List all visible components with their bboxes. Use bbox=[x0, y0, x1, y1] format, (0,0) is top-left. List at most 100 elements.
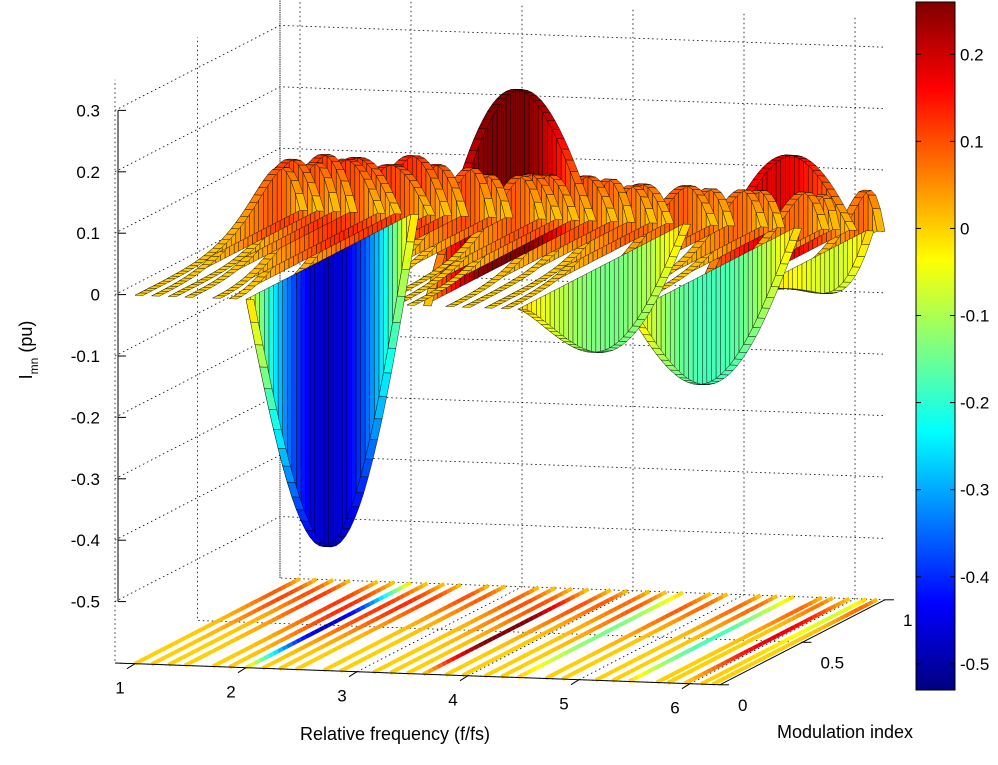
floor-contour-segment bbox=[561, 589, 569, 596]
floor-contour-segment bbox=[492, 667, 500, 674]
floor-contour-segment bbox=[599, 646, 607, 652]
floor-contour-segment bbox=[364, 602, 371, 609]
floor-contour-segment bbox=[473, 616, 480, 623]
floor-contour-segment bbox=[642, 599, 649, 606]
floor-contour-segment bbox=[534, 603, 541, 610]
floor-contour-segment bbox=[417, 583, 424, 590]
floor-contour-segment bbox=[657, 653, 664, 660]
floor-contour-segment bbox=[335, 626, 342, 633]
floor-contour-segment bbox=[330, 585, 338, 592]
floor-contour-segment bbox=[611, 649, 619, 655]
surface-cap bbox=[521, 270, 536, 275]
floor-contour-segment bbox=[521, 671, 529, 677]
floor-contour-segment bbox=[476, 654, 484, 661]
floor-contour-segment bbox=[514, 622, 521, 629]
floor-contour-segment bbox=[499, 612, 506, 619]
floor-contour-segment bbox=[709, 617, 716, 624]
floor-contour-segment bbox=[280, 611, 287, 618]
floor-contour-segment bbox=[650, 620, 657, 626]
floor-contour-segment bbox=[652, 655, 660, 662]
floor-contour-segment bbox=[514, 665, 521, 672]
floor-projection bbox=[134, 576, 879, 687]
surface-cap bbox=[671, 276, 685, 281]
floor-contour-segment bbox=[298, 617, 306, 624]
floor-contour-segment bbox=[467, 628, 474, 635]
floor-contour-segment bbox=[721, 620, 728, 627]
floor-contour-segment bbox=[383, 610, 391, 617]
floor-contour-segment bbox=[808, 605, 816, 612]
floor-contour-segment bbox=[527, 628, 534, 635]
floor-contour-segment bbox=[793, 622, 800, 629]
floor-contour-segment bbox=[196, 636, 203, 643]
floor-contour-segment bbox=[288, 589, 295, 596]
surface-segment bbox=[592, 179, 598, 232]
floor-contour-segment bbox=[266, 661, 273, 668]
floor-contour-segment bbox=[706, 652, 713, 659]
floor-contour-segment bbox=[821, 608, 828, 615]
floor-contour-segment bbox=[326, 588, 333, 595]
floor-contour-segment bbox=[536, 593, 543, 600]
colorbar-tick-label: 0.1 bbox=[960, 132, 984, 151]
floor-contour-segment bbox=[304, 589, 312, 596]
floor-contour-segment bbox=[729, 640, 736, 647]
z-label-unit: (pu) bbox=[16, 321, 36, 358]
floor-contour-segment bbox=[483, 583, 490, 590]
surface-cap bbox=[414, 279, 428, 283]
floor-contour-segment bbox=[761, 639, 768, 646]
floor-contour-segment bbox=[504, 670, 512, 677]
surface-segment bbox=[465, 167, 471, 230]
floor-contour-segment bbox=[312, 638, 319, 645]
floor-contour-segment bbox=[766, 636, 773, 643]
surface-cap bbox=[502, 295, 516, 299]
floor-contour-segment bbox=[619, 611, 626, 618]
floor-contour-segment bbox=[531, 595, 538, 602]
floor-contour-segment bbox=[487, 609, 494, 616]
colorbar-ticks: 0.2 0.1 0 -0.1 -0.2 -0.3 -0.4 -0.5 bbox=[916, 45, 989, 674]
floor-contour-segment bbox=[779, 614, 786, 621]
floor-contour-segment bbox=[193, 656, 200, 663]
floor-contour-segment bbox=[419, 662, 427, 669]
floor-contour-segment bbox=[855, 599, 863, 606]
floor-contour-segment bbox=[230, 652, 237, 659]
surface-segment bbox=[470, 167, 476, 227]
z-axis-label: Imn (pu) bbox=[16, 321, 41, 380]
floor-contour-segment bbox=[670, 646, 678, 653]
floor-contour-segment bbox=[598, 613, 605, 620]
floor-contour-segment bbox=[437, 592, 444, 599]
floor-contour-segment bbox=[384, 582, 391, 589]
floor-contour-segment bbox=[523, 660, 530, 667]
floor-contour-segment bbox=[341, 656, 348, 663]
floor-contour-segment bbox=[756, 626, 764, 633]
floor-contour-segment bbox=[257, 623, 264, 630]
floor-contour-segment bbox=[356, 596, 364, 603]
floor-contour-segment bbox=[707, 627, 715, 634]
floor-contour-segment bbox=[566, 617, 574, 623]
floor-contour-segment bbox=[680, 613, 687, 620]
floor-contour-segment bbox=[677, 605, 685, 612]
floor-contour-segment bbox=[308, 658, 316, 665]
floor-contour-segment bbox=[807, 630, 814, 637]
colorbar bbox=[915, 1, 956, 691]
floor-contour-segment bbox=[418, 601, 426, 608]
colorbar-tick-label: -0.3 bbox=[960, 481, 989, 500]
floor-contour-segment bbox=[765, 621, 773, 628]
floor-contour-segment bbox=[802, 633, 810, 640]
floor-contour-segment bbox=[504, 640, 511, 647]
floor-contour-segment bbox=[503, 609, 511, 616]
floor-contour-segment bbox=[622, 619, 629, 625]
floor-contour-segment bbox=[309, 630, 316, 637]
floor-contour-segment bbox=[733, 638, 741, 645]
floor-contour-segment bbox=[501, 602, 508, 608]
floor-contour-segment bbox=[354, 649, 362, 656]
surface-cap bbox=[480, 295, 494, 299]
floor-contour-segment bbox=[561, 632, 569, 638]
surface-cap bbox=[541, 281, 556, 286]
surface-segment bbox=[806, 258, 812, 293]
floor-contour-segment bbox=[630, 596, 637, 603]
floor-contour-segment bbox=[657, 625, 665, 632]
floor-contour-segment bbox=[834, 601, 842, 608]
floor-contour-segment bbox=[490, 647, 498, 654]
floor-contour-segment bbox=[636, 627, 643, 634]
floor-contour-segment bbox=[599, 673, 606, 680]
floor-contour-segment bbox=[423, 614, 431, 621]
